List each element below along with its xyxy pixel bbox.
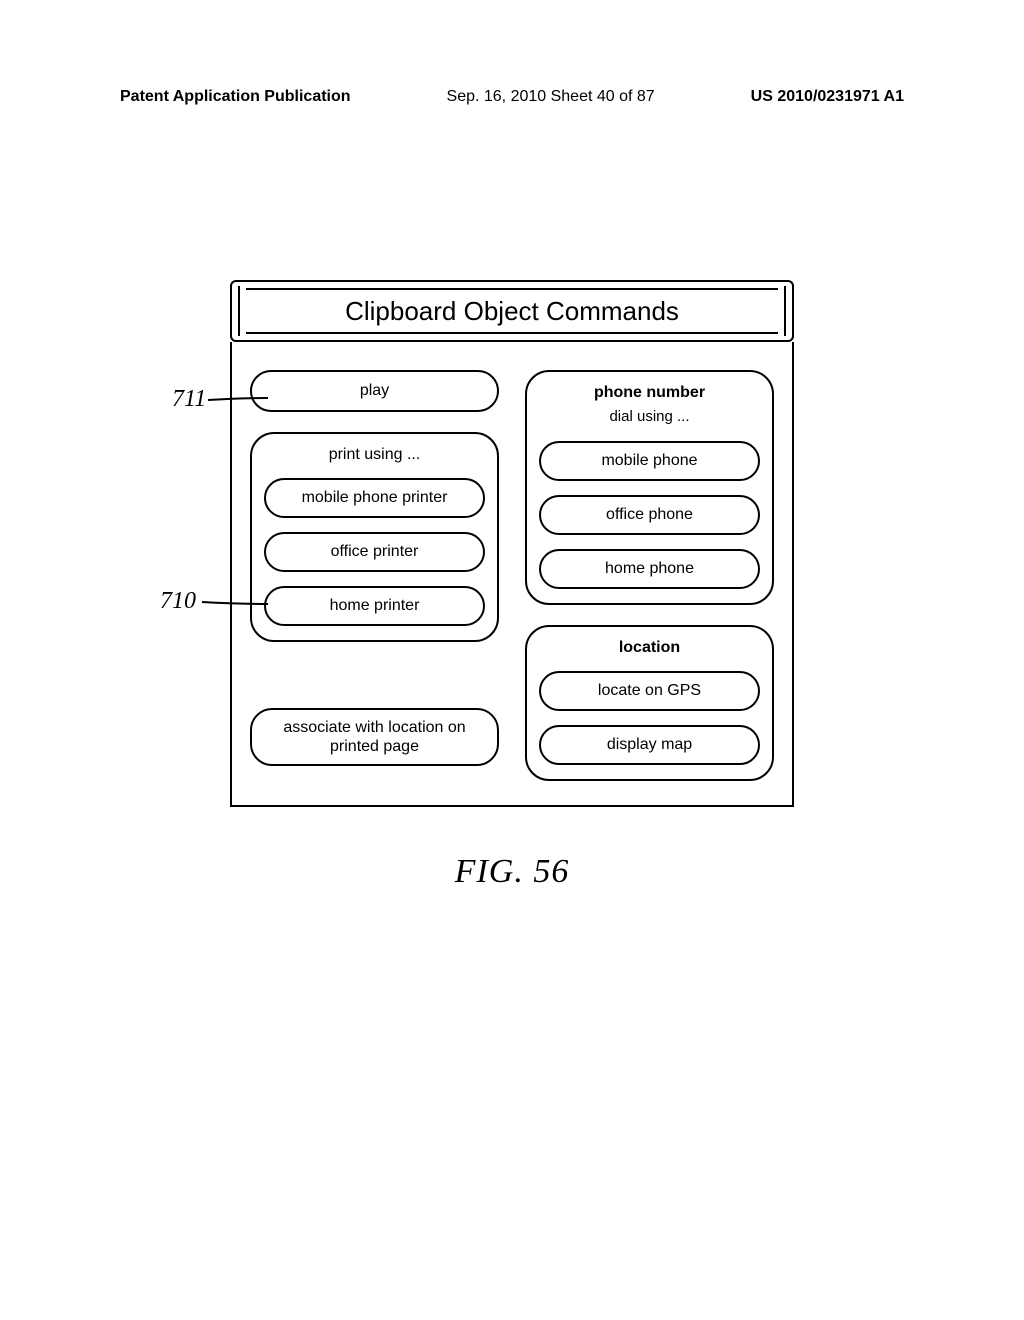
print-group-title: print using ...: [264, 444, 485, 464]
location-option-label: display map: [607, 735, 692, 754]
print-option-label: mobile phone printer: [302, 488, 448, 507]
location-group-title: location: [539, 637, 760, 657]
print-option-office: office printer: [264, 532, 485, 572]
phone-option-label: home phone: [605, 559, 694, 578]
location-option-label: locate on GPS: [598, 681, 701, 700]
ref-710: 710: [160, 588, 196, 615]
print-option-home: home printer: [264, 586, 485, 626]
phone-group-title: phone number: [539, 382, 760, 402]
commands-body: play print using ... mobile phone printe…: [230, 342, 794, 807]
phone-group: phone number dial using ... mobile phone…: [525, 370, 774, 605]
right-column: phone number dial using ... mobile phone…: [525, 370, 774, 781]
phone-option-mobile: mobile phone: [539, 441, 760, 481]
spacer: [250, 662, 499, 688]
title-banner: Clipboard Object Commands: [230, 280, 794, 342]
header-center: Sep. 16, 2010 Sheet 40 of 87: [447, 88, 655, 106]
associate-label: associate with location on printed page: [262, 718, 487, 756]
header-left: Patent Application Publication: [120, 88, 351, 106]
phone-option-office: office phone: [539, 495, 760, 535]
print-option-label: home printer: [330, 596, 420, 615]
associate-button: associate with location on printed page: [250, 708, 499, 766]
location-group: location locate on GPS display map: [525, 625, 774, 781]
play-label: play: [360, 381, 389, 400]
left-column: play print using ... mobile phone printe…: [250, 370, 499, 781]
location-option-gps: locate on GPS: [539, 671, 760, 711]
print-group: print using ... mobile phone printer off…: [250, 432, 499, 642]
ref-711: 711: [172, 386, 206, 413]
header-right: US 2010/0231971 A1: [751, 88, 904, 106]
banner-title: Clipboard Object Commands: [246, 288, 778, 334]
figure-56: Clipboard Object Commands play print usi…: [230, 280, 794, 891]
phone-option-label: mobile phone: [601, 451, 697, 470]
print-option-mobile: mobile phone printer: [264, 478, 485, 518]
phone-option-label: office phone: [606, 505, 693, 524]
play-button: play: [250, 370, 499, 412]
figure-caption: FIG. 56: [230, 853, 794, 891]
print-option-label: office printer: [331, 542, 419, 561]
phone-option-home: home phone: [539, 549, 760, 589]
page-header: Patent Application Publication Sep. 16, …: [120, 88, 904, 106]
phone-group-sub: dial using ...: [539, 408, 760, 425]
location-option-map: display map: [539, 725, 760, 765]
